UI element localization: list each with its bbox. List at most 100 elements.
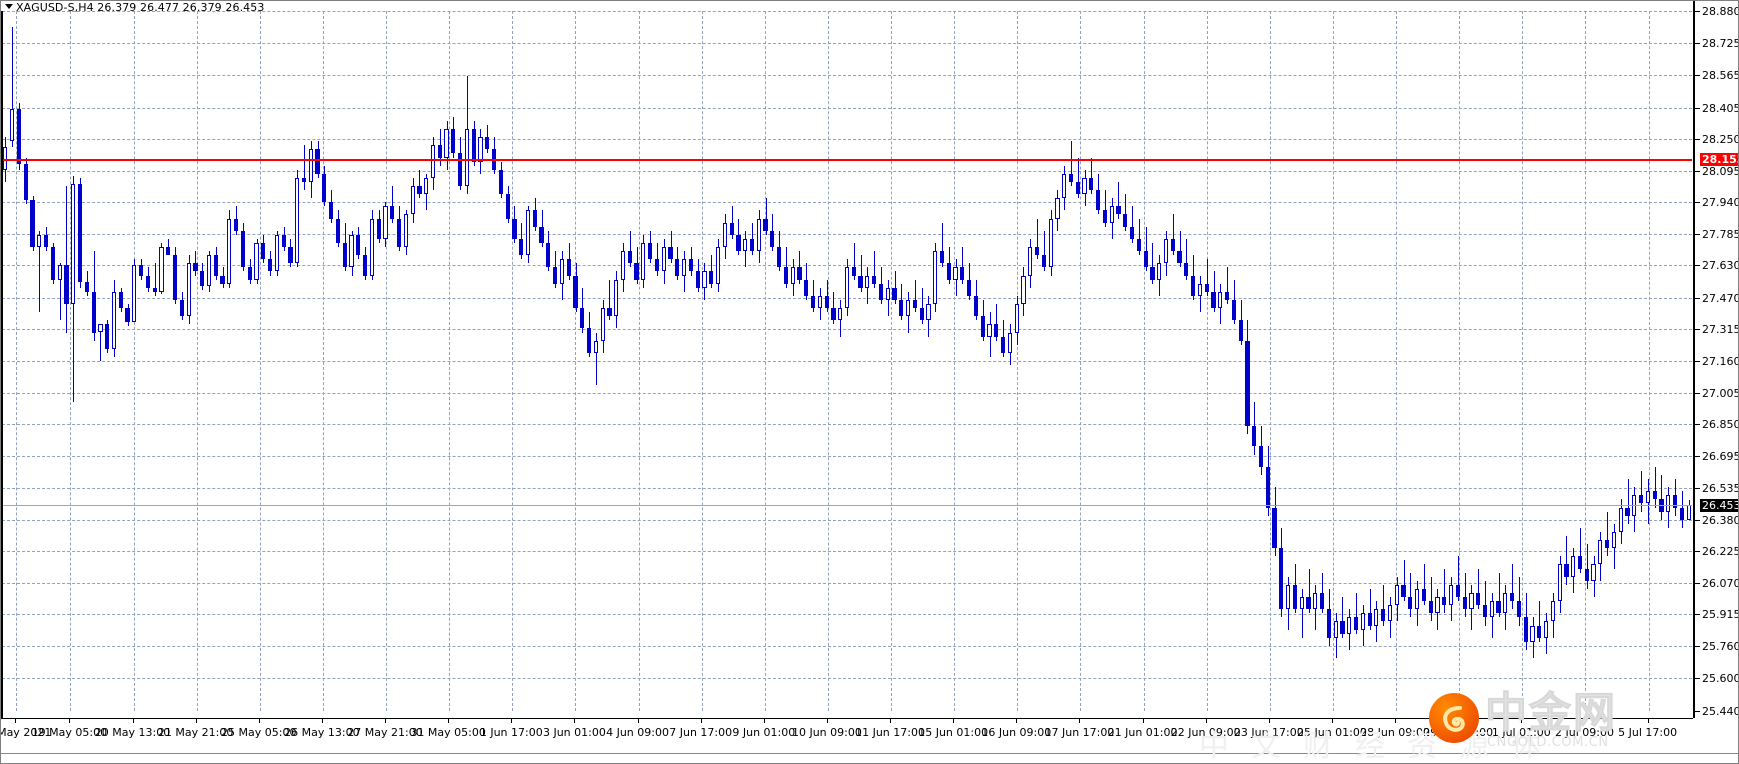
price-tick xyxy=(1695,329,1700,331)
candle-wick xyxy=(1207,259,1208,296)
candle-body-bearish xyxy=(1652,491,1657,500)
time-tick xyxy=(132,719,134,723)
candle-body-bearish xyxy=(1516,601,1522,618)
candle-body-bearish xyxy=(84,281,89,292)
gridline-vertical xyxy=(1522,11,1524,711)
candle-wick xyxy=(915,279,916,313)
candle-wick xyxy=(854,242,855,280)
candle-wick xyxy=(1214,271,1215,313)
time-label: 20 May 13:00 xyxy=(94,726,171,739)
price-tick xyxy=(1695,455,1700,457)
candle-wick xyxy=(1152,242,1153,284)
candle-body-bearish xyxy=(973,295,979,317)
time-tick xyxy=(195,719,197,723)
price-tick xyxy=(1695,645,1700,647)
candle-body-bearish xyxy=(1272,507,1277,549)
time-tick xyxy=(1584,719,1586,723)
time-label: 7 Jun 17:00 xyxy=(669,726,733,739)
candle-body-bearish xyxy=(539,226,544,243)
candle-body-bullish xyxy=(1530,625,1535,642)
candle-wick xyxy=(861,255,862,292)
candle-wick xyxy=(813,279,814,313)
candle-wick xyxy=(1512,564,1513,610)
candle-body-bullish xyxy=(1489,601,1494,618)
gridline-vertical xyxy=(1206,11,1208,711)
candle-body-bearish xyxy=(179,299,184,317)
candle-body-bearish xyxy=(437,145,442,158)
candle-body-bearish xyxy=(288,247,293,264)
window-bottom-bar xyxy=(1,753,1738,763)
gridline-horizontal xyxy=(2,551,1692,553)
gridline-vertical xyxy=(827,11,829,711)
candle-body-bearish xyxy=(172,255,178,300)
time-tick xyxy=(1142,719,1144,723)
candle-body-bearish xyxy=(709,271,714,284)
candle-body-bullish xyxy=(1109,206,1114,223)
candle-body-bearish xyxy=(44,234,49,248)
gridline-horizontal xyxy=(2,678,1692,680)
candle-wick xyxy=(1628,479,1629,524)
resistance-level-line[interactable] xyxy=(2,158,1692,161)
candle-body-bearish xyxy=(505,194,510,219)
gridline-vertical xyxy=(1143,11,1145,711)
price-label: 28.725 xyxy=(1702,36,1739,50)
chart-title: XAGUSD-S,H4 26.379 26.477 26.379 26.453 xyxy=(5,2,264,14)
candle-wick xyxy=(1071,141,1072,186)
candle-body-bearish xyxy=(878,283,884,300)
gridline-vertical xyxy=(575,11,577,711)
candle-body-bearish xyxy=(1510,592,1515,602)
candle-body-bullish xyxy=(1666,495,1671,512)
candle-body-bullish xyxy=(1435,597,1440,614)
candle-body-bullish xyxy=(953,267,958,280)
candle-wick xyxy=(657,242,658,276)
candle-body-bearish xyxy=(451,129,456,154)
time-label: 21 May 21:00 xyxy=(157,726,234,739)
candle-body-bearish xyxy=(553,267,558,284)
price-tick xyxy=(1695,170,1700,172)
time-tick xyxy=(574,719,576,723)
candle-wick xyxy=(874,251,875,288)
candle-body-bullish xyxy=(227,218,232,284)
time-tick xyxy=(890,719,892,723)
price-label: 26.070 xyxy=(1702,576,1739,590)
gridline-vertical xyxy=(954,11,956,711)
time-tick xyxy=(1395,719,1397,723)
candle-body-bearish xyxy=(1679,507,1684,520)
candle-body-bearish xyxy=(1428,601,1433,614)
candle-body-bullish xyxy=(3,147,8,170)
time-label: 17 Jun 17:00 xyxy=(1044,726,1115,739)
chart-plot-area[interactable] xyxy=(2,11,1692,711)
gridline-vertical xyxy=(764,11,766,711)
candle-body-bullish xyxy=(1645,491,1650,504)
candle-wick xyxy=(1519,576,1520,626)
candle-body-bearish xyxy=(139,265,144,276)
candle-body-bearish xyxy=(1150,267,1155,280)
price-label: 26.225 xyxy=(1702,545,1739,559)
candle-body-bearish xyxy=(1340,621,1345,634)
time-label: 3 Jun 01:00 xyxy=(542,726,606,739)
candle-wick xyxy=(1091,157,1092,195)
candle-body-bearish xyxy=(675,259,680,276)
current-price-line xyxy=(2,504,1692,506)
candle-body-bullish xyxy=(1543,621,1549,638)
time-label: 15 Jun 01:00 xyxy=(918,726,989,739)
candle-wick xyxy=(1607,511,1608,557)
price-label: 26.535 xyxy=(1702,482,1739,496)
candle-wick xyxy=(1180,230,1181,268)
candle-wick xyxy=(962,247,963,284)
time-tick xyxy=(448,719,450,723)
candle-body-bullish xyxy=(1163,238,1169,264)
candle-wick xyxy=(155,263,156,296)
candle-body-bearish xyxy=(1123,214,1128,227)
candle-wick xyxy=(1342,597,1343,638)
candle-body-bullish xyxy=(722,222,727,248)
candle-body-bullish xyxy=(1360,613,1365,630)
time-label: 31 May 05:00 xyxy=(410,726,486,739)
time-label: 17 May 2021 xyxy=(1,726,52,739)
time-tick xyxy=(321,719,323,723)
price-scale[interactable]: 28.880 28.725 28.565 28.405 28.250 28.095 27.9… xyxy=(1693,1,1739,718)
triangle-down-icon[interactable] xyxy=(5,4,13,9)
gridline-vertical xyxy=(449,11,451,711)
candle-body-bullish xyxy=(383,206,388,239)
candle-body-bearish xyxy=(831,308,836,321)
